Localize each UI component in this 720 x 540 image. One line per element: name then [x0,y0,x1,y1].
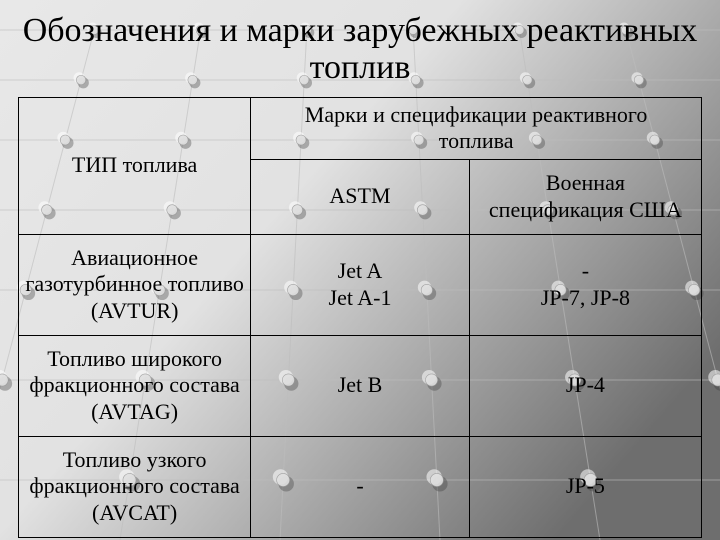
slide: Обозначения и марки зарубежных реактивны… [0,0,720,540]
cell-milspec: JP-4 [469,335,701,436]
cell-astm: Jet A Jet A-1 [251,234,470,335]
table-row: Топливо узкого фракционного состава (AVC… [19,436,702,537]
cell-astm: - [251,436,470,537]
table-header-row-1: ТИП топлива Марки и спецификации реактив… [19,97,702,159]
header-spec-group: Марки и спецификации реактивного топлива [251,97,702,159]
content: Обозначения и марки зарубежных реактивны… [0,0,720,540]
cell-astm: Jet B [251,335,470,436]
header-milspec: Военная спецификация США [469,159,701,234]
header-type: ТИП топлива [19,97,251,234]
table-row: Авиационное газотурбинное топливо (AVTUR… [19,234,702,335]
cell-type: Топливо широкого фракционного состава (A… [19,335,251,436]
header-astm: ASTM [251,159,470,234]
cell-milspec: - JP-7, JP-8 [469,234,701,335]
cell-type: Авиационное газотурбинное топливо (AVTUR… [19,234,251,335]
cell-milspec: JP-5 [469,436,701,537]
cell-type: Топливо узкого фракционного состава (AVC… [19,436,251,537]
fuel-table: ТИП топлива Марки и спецификации реактив… [18,97,702,538]
table-row: Топливо широкого фракционного состава (A… [19,335,702,436]
page-title: Обозначения и марки зарубежных реактивны… [18,12,702,87]
